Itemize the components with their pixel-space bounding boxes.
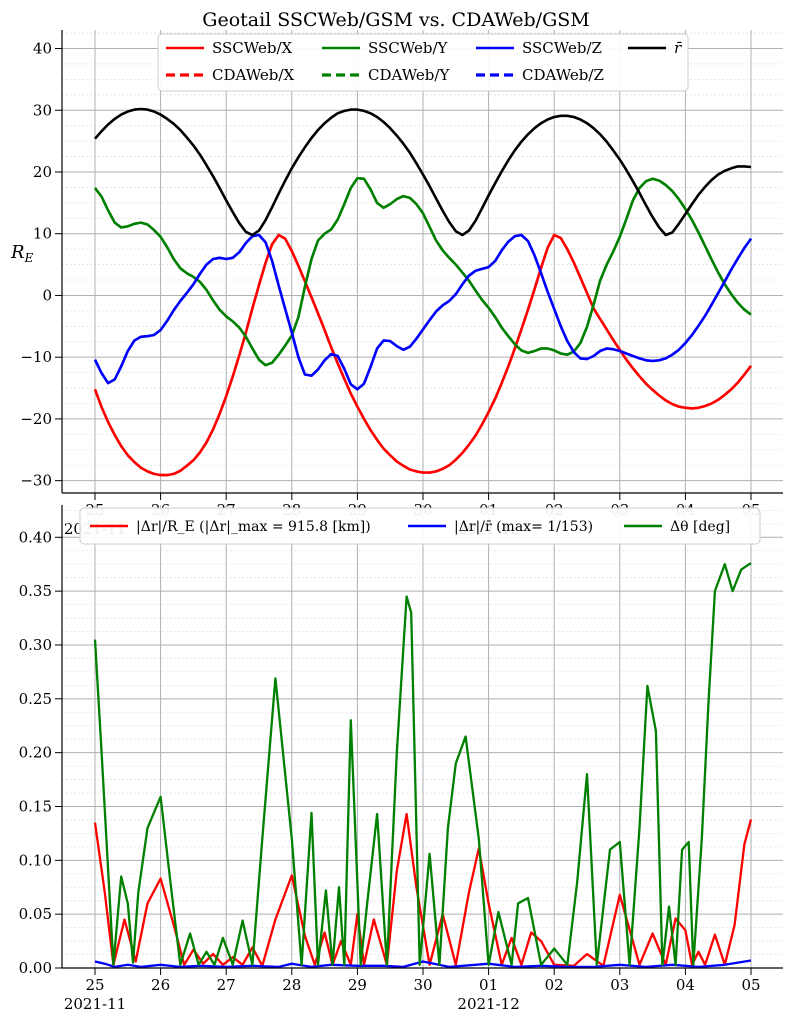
series-line-cdaweb-x [93,233,752,477]
y-tick-label: 0.35 [19,582,52,600]
y-tick-label: 0.05 [19,905,52,923]
bottom-y-axis: 0.00 0.05 0.10 0.15 0.20 0.25 0.30 0.35 0.40 [19,528,62,977]
series-line-dtheta [93,562,752,966]
y-tick-label: 0.00 [19,959,52,977]
top-legend: SSCWeb/X SSCWeb/Y SSCWeb/Z r̄ CDAWeb/X CDAWeb… [157,33,689,92]
legend-label: SSCWeb/X [212,39,292,57]
series-line-cdaweb-y [94,176,752,367]
legend-label: CDAWeb/Y [368,66,450,84]
legend-label: |Δr|/r̄ (max= 1/153) [454,519,593,535]
x-month-label: 2021-11 [64,995,126,1013]
x-tick-label: 05 [741,976,760,994]
y-tick-label: 0.15 [19,797,52,815]
x-tick-label: 02 [545,976,564,994]
x-tick-label: 30 [413,976,432,994]
y-tick-label: 0.30 [19,636,52,654]
y-tick-label: 30 [33,101,52,119]
y-tick-label: 0.10 [19,851,52,869]
y-tick-label: 0.20 [19,744,52,762]
x-tick-label: 25 [85,976,104,994]
bottom-legend: |Δr|/R_E (|Δr|_max = 915.8 [km]) |Δr|/r̄ … [79,507,761,545]
top-grid [62,30,783,493]
series-line-dr-over-rbar [94,959,752,969]
y-tick-label: 20 [33,163,52,181]
legend-label: SSCWeb/Y [368,39,448,57]
bottom-series [93,562,753,969]
x-tick-label: 29 [348,976,367,994]
series-line-cdaweb-z [93,233,752,391]
x-tick-label: 04 [676,976,695,994]
top-legend-box [157,33,689,92]
top-y-axis: −30 −20 −10 0 10 20 30 40 [20,40,62,490]
legend-label: |Δr|/R_E (|Δr|_max = 915.8 [km]) [136,519,371,535]
y-tick-label: 0 [42,286,52,304]
top-y-axis-label: RE [10,242,34,265]
x-tick-label: 03 [610,976,629,994]
legend-label: r̄ [674,39,682,57]
y-tick-label: −10 [20,348,52,366]
y-tick-label: −20 [20,410,52,428]
legend-label: CDAWeb/Z [522,66,604,84]
y-tick-label: 0.25 [19,690,52,708]
bottom-panel: 0.000.050.100.150.200.250.300.350.40 25 2… [19,505,783,1013]
x-month-label: 2021-12 [457,995,519,1013]
legend-label: Δθ [deg] [670,519,730,535]
x-tick-label: 26 [151,976,170,994]
y-tick-label: 0.40 [19,528,52,546]
legend-label: SSCWeb/Z [522,39,602,57]
series-line-r- [94,107,752,237]
y-tick-label: 10 [33,225,52,243]
x-tick-label: 27 [217,976,236,994]
chart-title: Geotail SSCWeb/GSM vs. CDAWeb/GSM [202,9,589,31]
x-tick-label: 28 [282,976,301,994]
top-series [93,107,753,477]
legend-label: CDAWeb/X [212,66,294,84]
bottom-x-axis: 25 26 27 28 29 30 01 02 03 04 05 2021-11 2021-12 [64,968,761,1013]
y-tick-label: −30 [20,472,52,490]
x-tick-label: 01 [479,976,498,994]
y-tick-label: 40 [33,40,52,58]
bottom-grid [62,505,783,969]
